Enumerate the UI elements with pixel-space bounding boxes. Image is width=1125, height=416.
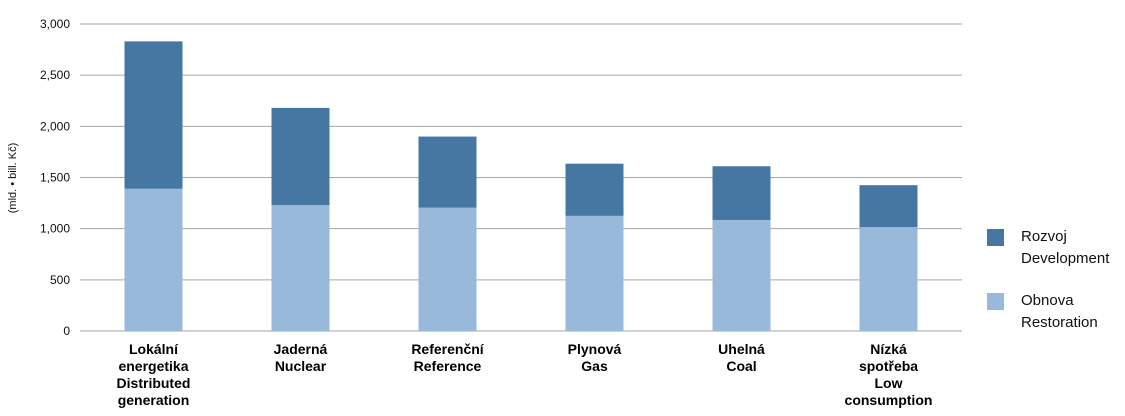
y-tick-label: 2,000 bbox=[40, 119, 70, 133]
legend-swatch bbox=[987, 293, 1004, 310]
x-tick-label: Lokální energetika Distributed generation bbox=[117, 341, 191, 408]
y-tick-label: 2,500 bbox=[40, 68, 70, 82]
bar-segment bbox=[859, 185, 918, 228]
x-tick-label: Plynová Gas bbox=[568, 341, 622, 374]
legend: Rozvoj Development Obnova Restoration bbox=[987, 228, 1110, 331]
bar-segment bbox=[712, 166, 771, 220]
bars bbox=[124, 41, 918, 331]
bar-segment bbox=[418, 207, 477, 331]
bar-segment bbox=[565, 215, 624, 331]
y-tick-label: 3,000 bbox=[40, 17, 70, 31]
y-axis-ticks: 0 500 1,000 1,500 2,000 2,500 3,000 bbox=[40, 17, 70, 338]
bar-segment bbox=[124, 188, 183, 331]
legend-label: Rozvoj Development bbox=[1021, 228, 1110, 267]
x-tick-label: Nízká spotřeba Low consumption bbox=[845, 341, 933, 408]
bar-segment bbox=[271, 205, 330, 331]
bar-segment bbox=[712, 219, 771, 331]
bar-segment bbox=[271, 107, 330, 206]
x-tick-label: Jaderná Nuclear bbox=[274, 341, 328, 374]
gridlines bbox=[80, 23, 962, 332]
bar-segment bbox=[124, 41, 183, 189]
x-axis-labels: Lokální energetika Distributed generation Ja… bbox=[117, 341, 933, 408]
y-tick-label: 1,000 bbox=[40, 222, 70, 236]
bar-segment bbox=[418, 136, 477, 208]
bar-segment bbox=[565, 163, 624, 216]
legend-label: Obnova Restoration bbox=[1021, 292, 1098, 331]
y-tick-label: 500 bbox=[50, 273, 70, 287]
x-tick-label: Uhelná Coal bbox=[718, 341, 765, 374]
x-tick-label: Referenční Reference bbox=[411, 341, 484, 374]
y-axis-label: (mld. • bill. Kč) bbox=[7, 143, 19, 213]
y-tick-label: 1,500 bbox=[40, 171, 70, 185]
y-tick-label: 0 bbox=[63, 324, 70, 338]
legend-swatch bbox=[987, 229, 1004, 246]
bar-segment bbox=[859, 227, 918, 331]
